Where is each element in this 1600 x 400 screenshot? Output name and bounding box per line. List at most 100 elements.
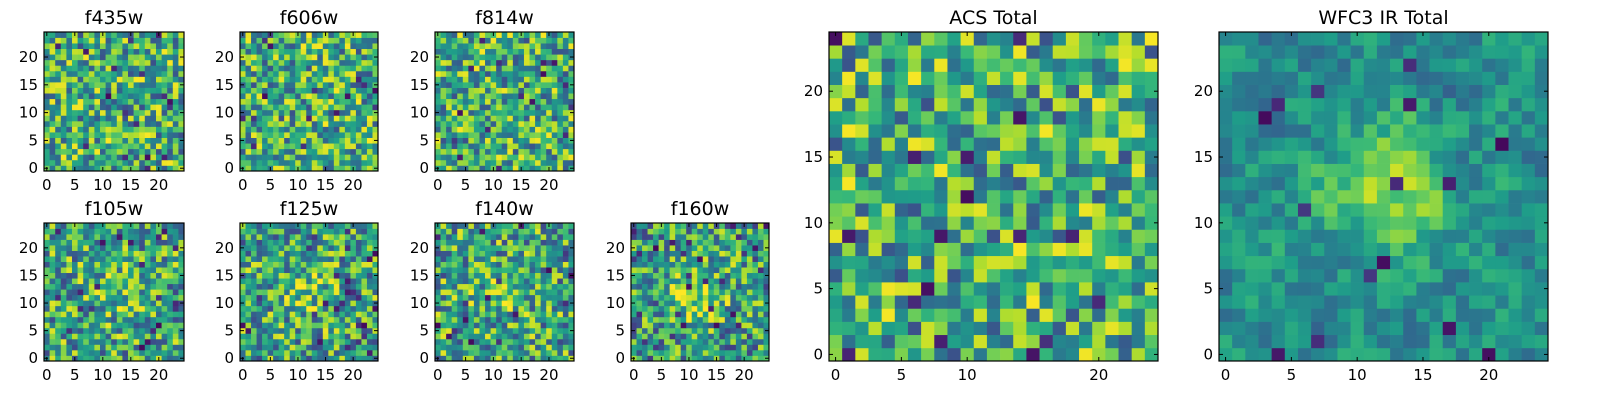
- heatmap-cell: [156, 126, 162, 133]
- heatmap-cell: [128, 267, 134, 274]
- heatmap-cell: [156, 37, 162, 44]
- heatmap-cell: [172, 355, 179, 362]
- heatmap-cell: [172, 245, 179, 251]
- heatmap-cell: [339, 300, 346, 307]
- heatmap-cell: [540, 278, 547, 285]
- heatmap-cell: [150, 148, 157, 155]
- heatmap-cell: [730, 333, 737, 340]
- heatmap-cell: [523, 289, 530, 296]
- heatmap-cell: [457, 120, 464, 127]
- heatmap-cell: [568, 344, 575, 351]
- heatmap-cell: [686, 228, 693, 235]
- heatmap-cell: [295, 132, 302, 138]
- heatmap-cell: [473, 82, 480, 88]
- heatmap-cell: [947, 334, 961, 349]
- heatmap-cell: [49, 305, 56, 312]
- heatmap-cell: [973, 176, 988, 191]
- heatmap-cell: [446, 294, 453, 301]
- heatmap-cell: [462, 137, 469, 144]
- heatmap-cell: [156, 93, 162, 100]
- heatmap-cell: [934, 308, 948, 322]
- heatmap-cell: [507, 132, 514, 138]
- heatmap-cell: [540, 245, 547, 251]
- heatmap-cell: [691, 316, 698, 323]
- heatmap-cell: [894, 295, 909, 309]
- heatmap-cell: [339, 165, 346, 172]
- heatmap-cell: [562, 109, 569, 116]
- heatmap-cell: [361, 143, 368, 150]
- heatmap-cell: [485, 305, 491, 312]
- heatmap-cell: [350, 256, 357, 262]
- heatmap-cell: [344, 93, 351, 100]
- heatmap-cell: [446, 256, 453, 262]
- heatmap-cell: [702, 234, 709, 240]
- heatmap-cell: [1026, 203, 1040, 217]
- heatmap-cell: [473, 65, 480, 72]
- heatmap-cell: [557, 311, 564, 318]
- heatmap-cell: [295, 327, 302, 334]
- heatmap-cell: [139, 165, 146, 172]
- heatmap-cell: [1000, 268, 1014, 283]
- heatmap-cell: [468, 154, 475, 161]
- heatmap-cell: [72, 239, 78, 246]
- heatmap-cell: [49, 148, 56, 155]
- heatmap-cell: [1026, 229, 1040, 243]
- heatmap-cell: [317, 349, 324, 356]
- heatmap-cell: [311, 148, 318, 155]
- heatmap-cell: [512, 272, 519, 279]
- heatmap-cell: [251, 143, 257, 150]
- heatmap-cell: [366, 143, 373, 150]
- heatmap-cell: [631, 250, 637, 257]
- heatmap-cell: [501, 245, 508, 251]
- heatmap-cell: [72, 87, 78, 94]
- heatmap-cell: [735, 305, 742, 312]
- heatmap-cell: [105, 93, 112, 100]
- heatmap-cell: [535, 126, 541, 133]
- heatmap-cell: [724, 338, 731, 345]
- heatmap-cell: [675, 272, 682, 279]
- heatmap-cell: [156, 245, 162, 251]
- heatmap-cell: [355, 223, 362, 229]
- heatmap-cell: [300, 115, 307, 122]
- heatmap-cell: [83, 228, 90, 235]
- heatmap-cell: [501, 316, 508, 323]
- heatmap-cell: [289, 87, 296, 94]
- heatmap-cell: [344, 223, 351, 229]
- heatmap-cell: [1131, 203, 1146, 217]
- heatmap-cell: [284, 223, 291, 229]
- heatmap-cell: [328, 98, 335, 105]
- heatmap-cell: [355, 338, 362, 345]
- heatmap-cell: [60, 93, 67, 100]
- heatmap-cell: [457, 43, 464, 50]
- heatmap-cell: [490, 43, 497, 50]
- heatmap-cell: [44, 65, 50, 72]
- heatmap-cell: [289, 32, 296, 38]
- heatmap-cell: [295, 261, 302, 268]
- heatmap-cell: [55, 132, 62, 138]
- heatmap-cell: [479, 267, 486, 274]
- heatmap-cell: [350, 137, 357, 144]
- heatmap-cell: [518, 98, 525, 105]
- heatmap-cell: [88, 126, 95, 133]
- heatmap-cell: [507, 104, 514, 111]
- heatmap-cell: [133, 272, 140, 279]
- heatmap-cell: [631, 239, 637, 246]
- heatmap-cell: [55, 109, 62, 116]
- heatmap-cell: [496, 305, 503, 312]
- heatmap-cell: [322, 104, 329, 111]
- heatmap-cell: [317, 245, 324, 251]
- heatmap-cell: [702, 289, 709, 296]
- heatmap-cell: [973, 347, 988, 362]
- heatmap-cell: [83, 261, 90, 268]
- heatmap-cell: [284, 338, 291, 345]
- heatmap-cell: [116, 37, 123, 44]
- x-tick-label: 0: [238, 176, 248, 194]
- heatmap-cell: [100, 261, 106, 268]
- heatmap-cell: [752, 278, 759, 285]
- heatmap-cell: [1144, 347, 1159, 362]
- x-tick-label: 10: [93, 176, 112, 194]
- heatmap-cell: [535, 250, 541, 257]
- heatmap-cell: [300, 82, 307, 88]
- heatmap-cell: [686, 338, 693, 345]
- heatmap-cell: [295, 250, 302, 257]
